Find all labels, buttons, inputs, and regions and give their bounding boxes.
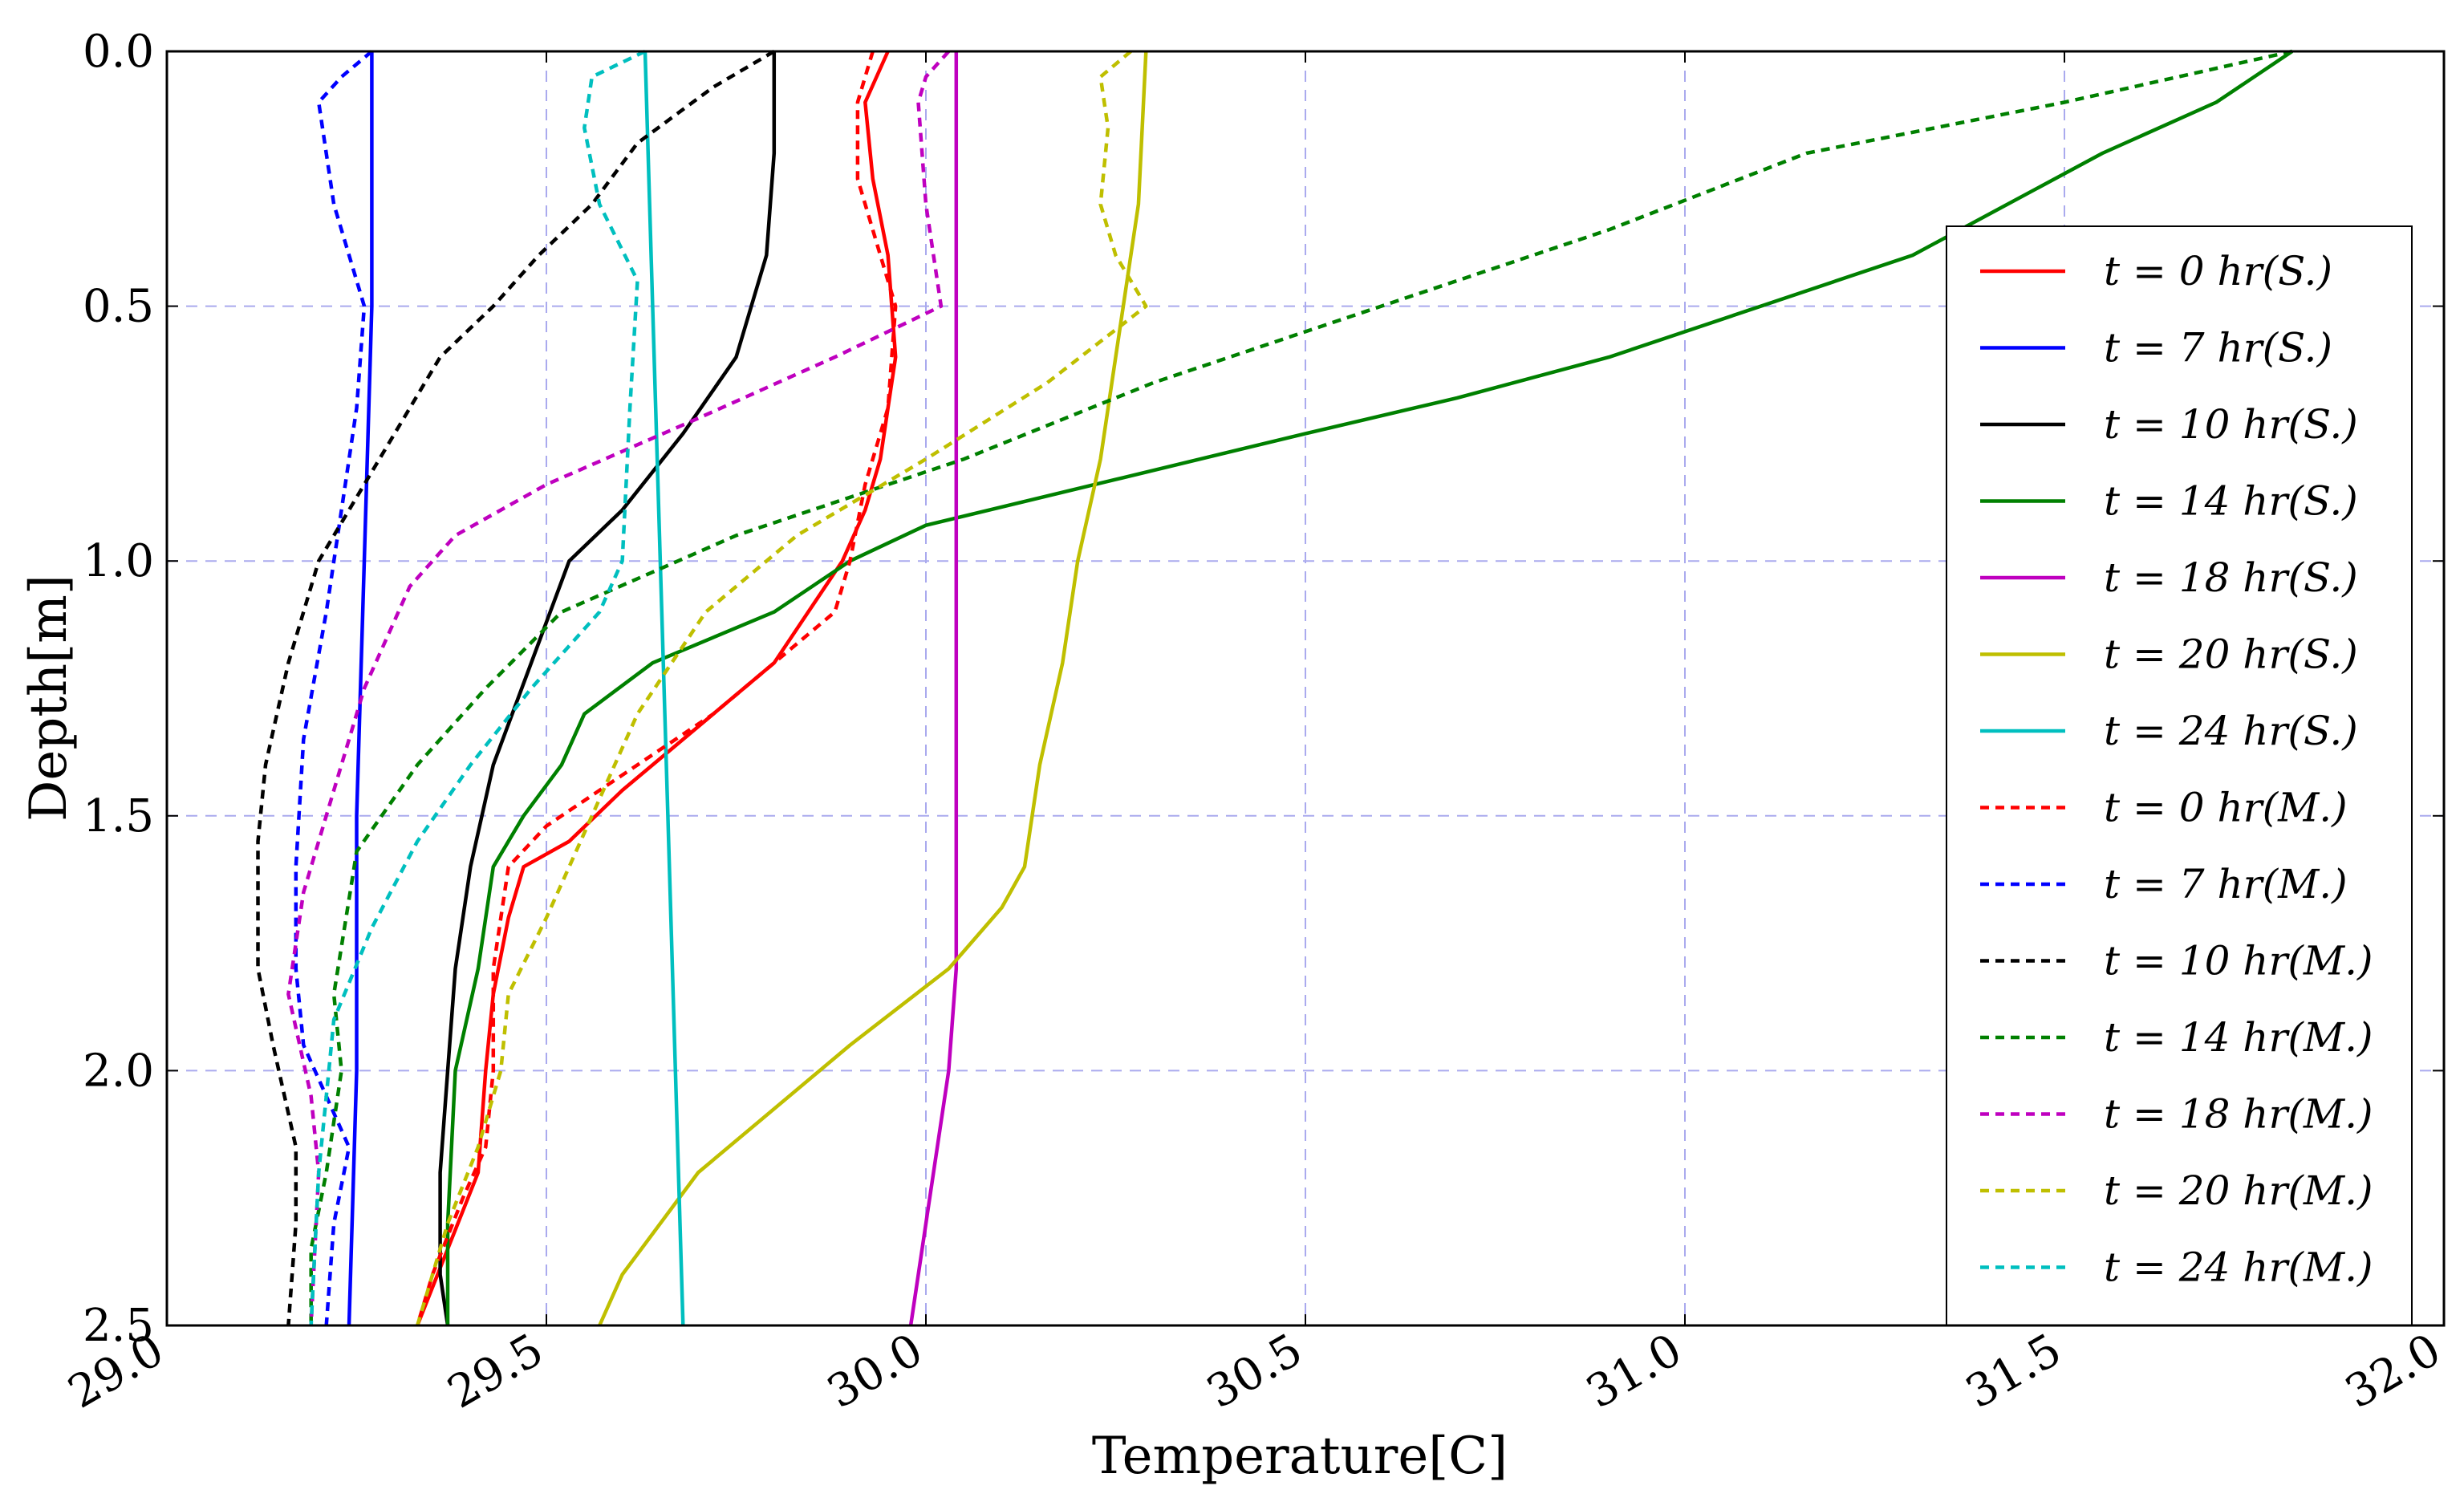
y-tick-label: 0.5 bbox=[83, 281, 154, 333]
legend: t = 0 hr(S.) t = 7 hr(S.) t = 10 hr(S.) t =… bbox=[1946, 225, 2413, 1326]
legend-label-1: t = 0 hr(S.) bbox=[2104, 248, 2332, 294]
y-tick-label: 2.5 bbox=[83, 1300, 154, 1352]
legend-label-7: t = 24 hr(S.) bbox=[2104, 708, 2358, 754]
series-line-2 bbox=[347, 51, 374, 1326]
legend-label-11: t = 14 hr(M.) bbox=[2104, 1014, 2373, 1061]
legend-label-12: t = 18 hr(M.) bbox=[2104, 1091, 2373, 1138]
series-line-5 bbox=[908, 51, 959, 1326]
y-axis-ticks: 0.0 0.5 1.0 1.5 2.0 2.5 bbox=[83, 26, 2444, 1352]
legend-label-13: t = 20 hr(M.) bbox=[2104, 1167, 2373, 1214]
y-tick-label: 2.0 bbox=[83, 1045, 154, 1097]
y-axis-title: Depth[m] bbox=[19, 574, 79, 822]
y-tick-label: 1.5 bbox=[83, 790, 154, 842]
y-tick-label: 0.0 bbox=[83, 26, 154, 78]
series-line-13 bbox=[416, 50, 1148, 1326]
legend-label-10: t = 10 hr(M.) bbox=[2104, 938, 2373, 984]
legend-label-2: t = 7 hr(S.) bbox=[2104, 325, 2332, 371]
series-line-8 bbox=[416, 51, 898, 1326]
series-line-10 bbox=[256, 50, 775, 1326]
series-line-7 bbox=[643, 51, 685, 1326]
x-axis-title: Temperature[C] bbox=[1092, 1427, 1508, 1486]
legend-label-14: t = 24 hr(M.) bbox=[2104, 1244, 2373, 1291]
legend-label-9: t = 7 hr(M.) bbox=[2104, 861, 2348, 907]
legend-label-3: t = 10 hr(S.) bbox=[2104, 401, 2358, 448]
legend-label-4: t = 14 hr(S.) bbox=[2104, 478, 2358, 525]
y-tick-label: 1.0 bbox=[83, 535, 154, 587]
legend-label-6: t = 20 hr(S.) bbox=[2104, 631, 2358, 678]
series-line-14 bbox=[309, 49, 646, 1326]
series-line-12 bbox=[286, 50, 951, 1326]
legend-box bbox=[1946, 225, 2413, 1326]
series-line-6 bbox=[598, 51, 1148, 1326]
series-line-11 bbox=[309, 49, 2293, 1325]
plot-series bbox=[256, 49, 2294, 1326]
legend-label-5: t = 18 hr(S.) bbox=[2104, 554, 2358, 601]
legend-label-8: t = 0 hr(M.) bbox=[2104, 785, 2348, 831]
series-line-3 bbox=[438, 51, 777, 1326]
series-line-1 bbox=[416, 51, 898, 1326]
series-line-9 bbox=[294, 50, 373, 1326]
